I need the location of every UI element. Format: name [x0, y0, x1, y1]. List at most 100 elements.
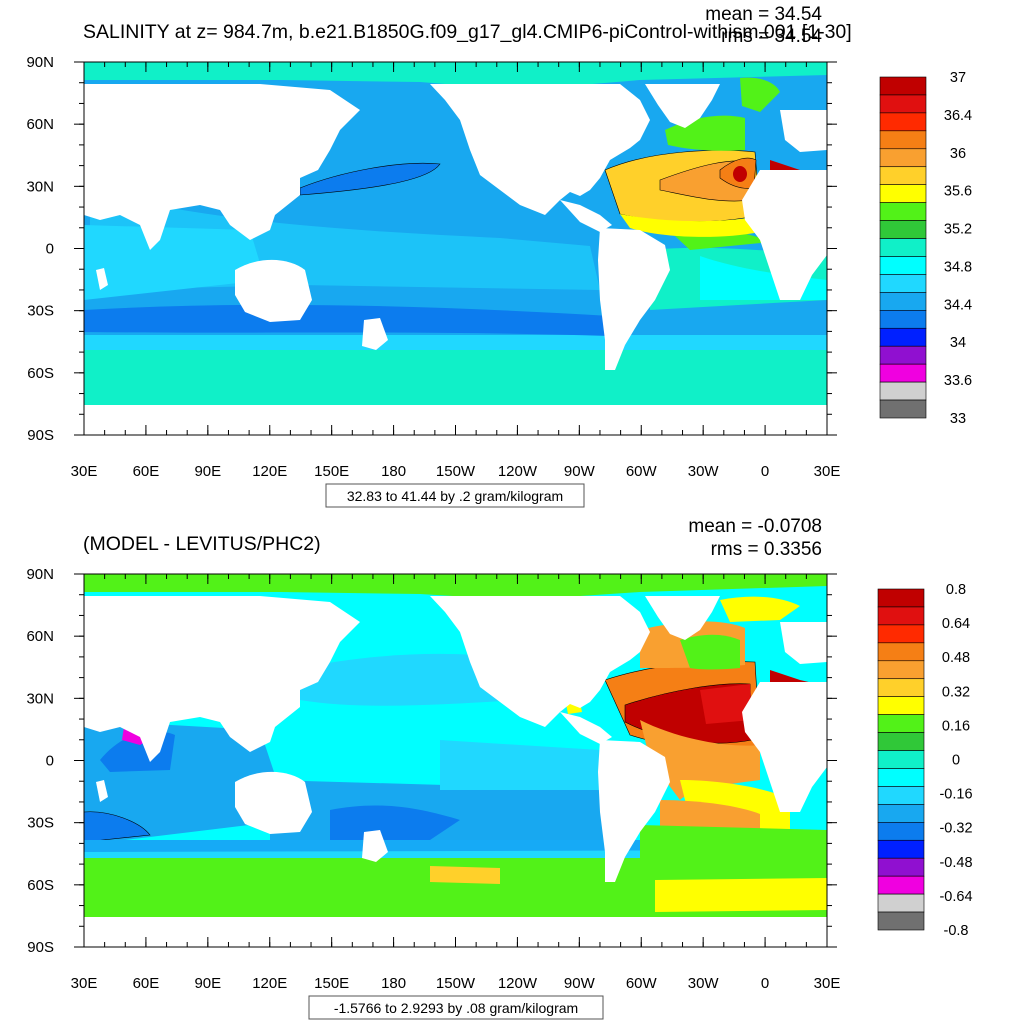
colorbar-swatch: [877, 606, 925, 626]
y-tick-label: 90N: [26, 566, 54, 583]
colorbar-swatch: [877, 839, 925, 859]
panel2-y-tick-labels: 90N 60N 30N 0 30S 60S 90S: [26, 566, 54, 956]
colorbar-label: -0.64: [939, 889, 972, 905]
panel1-mean: mean = 34.54: [705, 4, 822, 25]
land-mass: [430, 596, 650, 727]
panel2-rms: rms = 0.3356: [711, 539, 822, 560]
y-tick-label: 60N: [26, 116, 54, 133]
x-tick-label: 30E: [814, 463, 841, 480]
land-mass: [645, 596, 720, 640]
land-mass: [598, 228, 670, 370]
land-mass: [560, 200, 612, 232]
x-tick-label: 60W: [626, 463, 658, 480]
x-tick-label: 90W: [564, 975, 596, 992]
colorbar-swatch: [877, 768, 925, 787]
colorbar-swatch: [879, 327, 927, 347]
colorbar-label: 37: [950, 70, 966, 86]
panel2-npac: [300, 653, 520, 706]
panel2-colorbar-labels: 0.8 0.64 0.48 0.32 0.16 0 -0.16 -0.32 -0.48 -0.64…: [939, 582, 972, 939]
y-tick-label: 60S: [27, 877, 54, 894]
panel-difference: (MODEL - LEVITUS/PHC2) mean = -0.0708 rm…: [26, 516, 973, 1020]
x-tick-label: 180: [381, 975, 406, 992]
colorbar-swatch: [877, 660, 925, 680]
colorbar-label: 0.48: [942, 650, 970, 666]
panel2-range-label: -1.5766 to 2.9293 by .08 gram/kilogram: [334, 1000, 578, 1016]
colorbar-swatch: [879, 130, 927, 150]
x-tick-label: 90W: [564, 463, 596, 480]
land-mass: [96, 780, 108, 802]
y-tick-label: 0: [46, 753, 54, 770]
colorbar-swatch: [877, 588, 925, 608]
x-tick-label: 150E: [314, 975, 349, 992]
panel2-map: [84, 574, 827, 947]
colorbar-label: 35.6: [944, 184, 972, 200]
panel1-nordic: [740, 77, 780, 112]
y-tick-label: 90S: [27, 939, 54, 956]
colorbar-label: 0.32: [942, 684, 970, 700]
land-mass: [645, 84, 720, 128]
x-tick-label: 60W: [626, 975, 658, 992]
panel1-rms: rms = 34.54: [721, 26, 822, 47]
colorbar-swatch: [879, 76, 927, 96]
colorbar-swatch: [879, 238, 927, 257]
land-mass: [560, 712, 612, 744]
x-tick-label: 150W: [436, 463, 476, 480]
panel1-map: [84, 62, 827, 435]
x-tick-label: 0: [761, 975, 769, 992]
land-mass: [84, 596, 360, 762]
land-mass: [780, 622, 827, 664]
panel1-colorbar-labels: 37 36.4 36 35.6 35.2 34.8 34.4 34 33.6 33: [944, 70, 972, 427]
panel2-colorbar: [877, 588, 925, 931]
colorbar-swatch: [879, 148, 927, 168]
colorbar-label: 36.4: [944, 108, 972, 124]
panel2-spac-2: [330, 805, 460, 840]
colorbar-swatch: [879, 166, 927, 185]
y-tick-label: 30S: [27, 303, 54, 320]
panel1-range-box: [325, 483, 585, 508]
panel1-so-pool: [84, 304, 610, 336]
colorbar-label: 35.2: [944, 222, 972, 238]
colorbar-label: 0: [952, 753, 960, 769]
colorbar-label: 0.16: [942, 718, 970, 734]
colorbar-swatch: [877, 911, 925, 931]
land-mass: [235, 771, 312, 834]
panel1-y-tick-labels: 90N 60N 30N 0 30S 60S 90S: [26, 54, 54, 444]
colorbar-swatch: [879, 381, 927, 401]
colorbar-swatch: [877, 875, 925, 895]
colorbar-swatch: [877, 714, 925, 733]
panel2-natl-core2: [700, 684, 752, 724]
panel2-range-box: [308, 995, 604, 1020]
panel1-colorbar: [879, 76, 927, 419]
colorbar-swatch: [877, 804, 925, 823]
colorbar-swatch: [879, 310, 927, 329]
colorbar-swatch: [879, 274, 927, 293]
panel2-natl-trop-band: [660, 800, 760, 830]
colorbar-label: -0.32: [939, 821, 972, 837]
colorbar-swatch: [879, 220, 927, 239]
colorbar-label: 34: [950, 335, 966, 351]
panel1-ticks: [74, 61, 837, 436]
panel1-land: [84, 84, 827, 435]
colorbar-swatch: [877, 857, 925, 877]
land-mass: [598, 740, 670, 882]
y-tick-label: 60N: [26, 628, 54, 645]
panel2-npac-east: [440, 740, 600, 790]
panel2-so-warm: [430, 866, 500, 884]
x-tick-label: 30E: [814, 975, 841, 992]
colorbar-label: 34.8: [944, 259, 972, 275]
y-tick-label: 30N: [26, 690, 54, 707]
land-mass: [742, 170, 827, 300]
colorbar-swatch: [877, 750, 925, 769]
x-tick-label: 0: [761, 463, 769, 480]
panel2-ticks: [74, 573, 837, 948]
y-tick-label: 60S: [27, 365, 54, 382]
colorbar-swatch: [879, 94, 927, 114]
land-mass: [780, 110, 827, 152]
panel1-range-label: 32.83 to 41.44 by .2 gram/kilogram: [347, 488, 563, 504]
x-tick-label: 150W: [436, 975, 476, 992]
panel1-x-tick-labels: 30E 60E 90E 120E 150E 180 150W 120W 90W 60W 30W 0 30…: [71, 463, 841, 480]
panel-salinity: SALINITY at z= 984.7m, b.e21.B1850G.f09_…: [26, 4, 972, 508]
panel2-x-tick-labels: 30E 60E 90E 120E 150E 180 150W 120W 90W 60W 30W 0 30…: [71, 975, 841, 992]
y-tick-label: 30N: [26, 178, 54, 195]
